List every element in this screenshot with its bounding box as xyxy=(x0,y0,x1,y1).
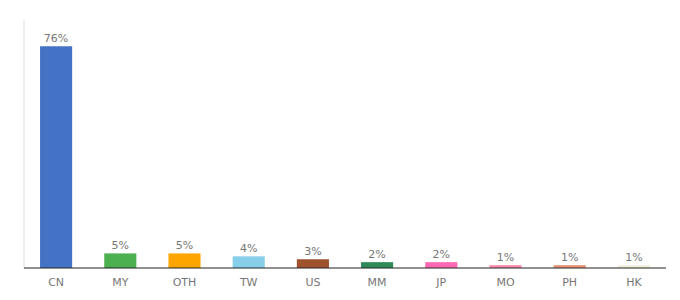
x-tick-label: JP xyxy=(435,276,446,289)
data-labels: 76% 5% 5% 4% 3% 2% 2% 1% 1% 1% xyxy=(44,32,643,264)
bar xyxy=(168,253,200,268)
bar xyxy=(425,262,457,268)
bar xyxy=(361,262,393,268)
chart: 76% 5% 5% 4% 3% 2% 2% 1% 1% 1% CN MY OTH TW US MM JP MO PH… xyxy=(0,0,680,300)
x-tick-label: HK xyxy=(626,276,642,289)
x-tick-label: TW xyxy=(239,276,258,289)
x-tick-labels: CN MY OTH TW US MM JP MO PH HK xyxy=(48,276,642,289)
data-label: 1% xyxy=(561,251,578,264)
x-tick-label: US xyxy=(305,276,320,289)
bars xyxy=(40,46,650,268)
data-label: 3% xyxy=(304,245,321,258)
x-tick-label: OTH xyxy=(173,276,197,289)
bar xyxy=(297,259,329,268)
x-tick-label: MM xyxy=(368,276,387,289)
x-tick-label: PH xyxy=(562,276,577,289)
data-label: 1% xyxy=(625,251,642,264)
chart-container: 76% 5% 5% 4% 3% 2% 2% 1% 1% 1% CN MY OTH TW US MM JP MO PH… xyxy=(0,0,680,300)
data-label: 5% xyxy=(176,239,193,252)
y-axis-line xyxy=(24,20,25,268)
data-label: 4% xyxy=(240,242,257,255)
bar xyxy=(233,256,265,268)
data-label: 2% xyxy=(433,248,450,261)
x-tick-label: MO xyxy=(496,276,514,289)
x-tick-label: MY xyxy=(112,276,128,289)
data-label: 76% xyxy=(44,32,68,45)
data-label: 1% xyxy=(497,251,514,264)
bar xyxy=(40,46,72,268)
data-label: 5% xyxy=(112,239,129,252)
x-tick-label: CN xyxy=(48,276,64,289)
data-label: 2% xyxy=(368,248,385,261)
bar xyxy=(104,253,136,268)
x-axis-line xyxy=(24,267,666,268)
